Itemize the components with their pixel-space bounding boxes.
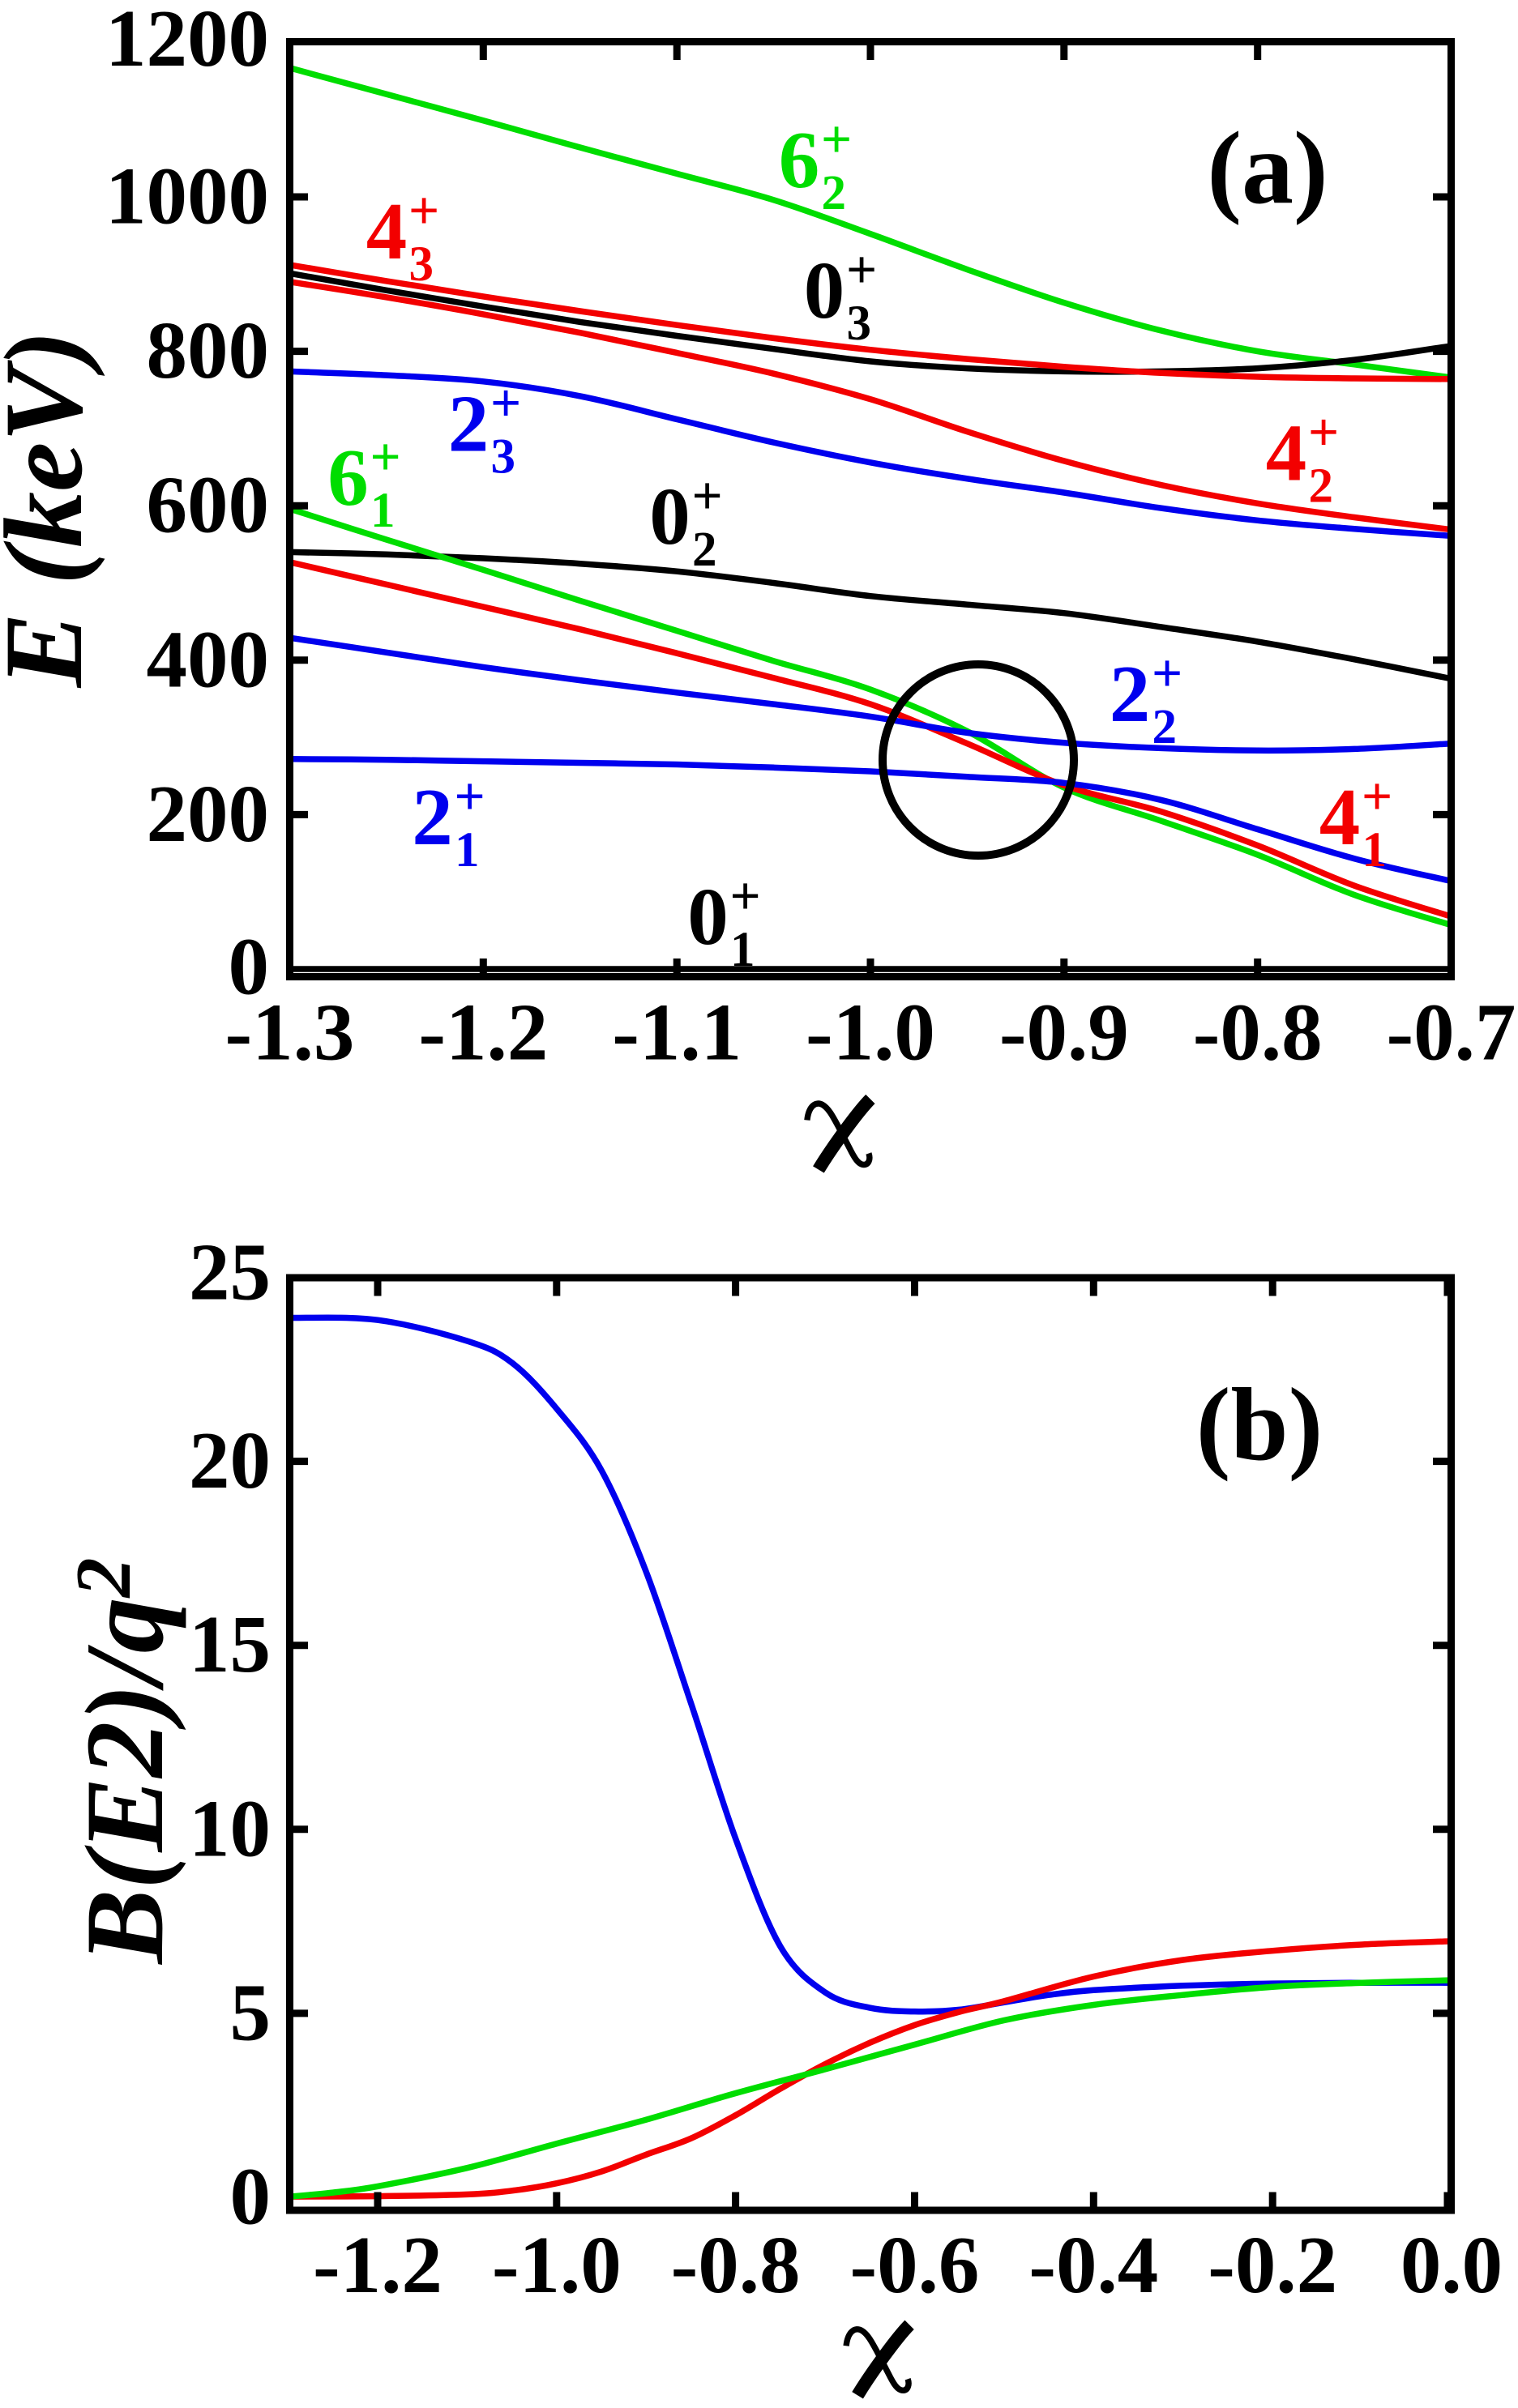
svg-text:+: + bbox=[692, 466, 723, 526]
svg-text:+: + bbox=[1308, 403, 1339, 463]
svg-text:4: 4 bbox=[1319, 771, 1361, 862]
svg-text:B(E2)/q2: B(E2)/q2 bbox=[60, 1557, 186, 1965]
svg-text:15: 15 bbox=[189, 1599, 271, 1689]
svg-text:-0.7: -0.7 bbox=[1387, 987, 1516, 1078]
svg-text:-0.9: -0.9 bbox=[999, 987, 1129, 1078]
svg-text:1200: 1200 bbox=[105, 0, 269, 83]
svg-text:-1.0: -1.0 bbox=[806, 987, 935, 1078]
svg-text:+: + bbox=[490, 374, 521, 433]
svg-text:0.0: 0.0 bbox=[1400, 2219, 1503, 2310]
svg-text:3: 3 bbox=[491, 430, 516, 485]
svg-text:+: + bbox=[846, 240, 877, 300]
svg-text:+: + bbox=[370, 427, 401, 487]
svg-text:4: 4 bbox=[1266, 408, 1307, 498]
svg-text:0: 0 bbox=[687, 871, 729, 962]
svg-text:2: 2 bbox=[1309, 459, 1334, 514]
svg-text:4: 4 bbox=[366, 186, 408, 276]
svg-text:10: 10 bbox=[189, 1783, 271, 1873]
svg-text:2: 2 bbox=[692, 523, 717, 577]
svg-text:+: + bbox=[1362, 766, 1392, 826]
svg-text:25: 25 bbox=[189, 1227, 271, 1317]
svg-text:+: + bbox=[1152, 643, 1182, 703]
svg-text:200: 200 bbox=[147, 768, 270, 859]
svg-text:-1.0: -1.0 bbox=[492, 2219, 622, 2310]
svg-text:1000: 1000 bbox=[105, 151, 269, 241]
svg-text:-0.6: -0.6 bbox=[850, 2219, 980, 2310]
svg-text:1: 1 bbox=[730, 923, 755, 977]
svg-text:0: 0 bbox=[804, 245, 845, 335]
svg-text:2: 2 bbox=[822, 166, 847, 220]
svg-text:800: 800 bbox=[147, 305, 270, 395]
svg-text:1: 1 bbox=[1362, 823, 1388, 877]
svg-text:6: 6 bbox=[327, 432, 369, 523]
svg-text:-1.2: -1.2 bbox=[313, 2219, 443, 2310]
svg-text:-1.3: -1.3 bbox=[225, 987, 355, 1078]
svg-text:600: 600 bbox=[147, 459, 270, 550]
svg-text:2: 2 bbox=[1110, 648, 1151, 739]
svg-text:+: + bbox=[730, 866, 761, 926]
svg-text:2: 2 bbox=[1152, 700, 1178, 754]
svg-text:(b): (b) bbox=[1196, 1367, 1323, 1482]
svg-text:+: + bbox=[408, 181, 439, 241]
svg-text:(a): (a) bbox=[1207, 111, 1328, 226]
svg-text:+: + bbox=[821, 109, 852, 169]
svg-text:0: 0 bbox=[229, 921, 270, 1012]
svg-text:3: 3 bbox=[847, 297, 872, 351]
svg-text:2: 2 bbox=[412, 771, 453, 862]
svg-text:-0.8: -0.8 bbox=[1193, 987, 1323, 1078]
svg-text:-1.2: -1.2 bbox=[418, 987, 548, 1078]
svg-text:-0.8: -0.8 bbox=[671, 2219, 801, 2310]
svg-text:3: 3 bbox=[409, 237, 434, 292]
svg-text:5: 5 bbox=[230, 1966, 272, 2057]
svg-text:0: 0 bbox=[230, 2151, 272, 2242]
svg-text:-1.1: -1.1 bbox=[612, 987, 742, 1078]
svg-text:20: 20 bbox=[189, 1415, 271, 1505]
svg-text:E (keV): E (keV) bbox=[0, 331, 105, 690]
svg-text:-0.4: -0.4 bbox=[1028, 2219, 1158, 2310]
svg-text:400: 400 bbox=[147, 613, 270, 704]
svg-text:1: 1 bbox=[455, 823, 480, 877]
svg-text:0: 0 bbox=[649, 471, 691, 561]
svg-text:1: 1 bbox=[370, 484, 396, 538]
svg-text:-0.2: -0.2 bbox=[1208, 2219, 1337, 2310]
svg-text:6: 6 bbox=[779, 114, 820, 205]
svg-text:2: 2 bbox=[448, 378, 490, 469]
svg-text:+: + bbox=[455, 766, 485, 826]
